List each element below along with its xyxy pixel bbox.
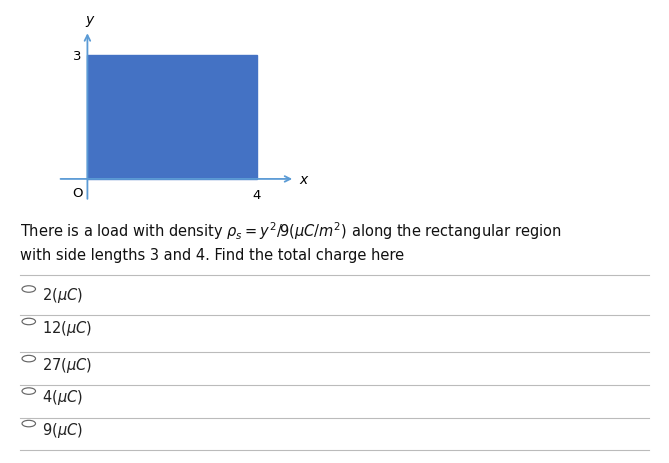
Bar — [88, 56, 257, 180]
Text: 4($\mu C$): 4($\mu C$) — [42, 388, 83, 407]
Text: 12($\mu C$): 12($\mu C$) — [42, 318, 92, 337]
Text: O: O — [72, 187, 82, 200]
Text: There is a load with density $\rho_s = y^2/9(\mu C/m^2)$ along the rectangular r: There is a load with density $\rho_s = y… — [20, 220, 562, 242]
Text: 4: 4 — [253, 188, 261, 201]
Text: y: y — [86, 13, 94, 27]
Text: 27($\mu C$): 27($\mu C$) — [42, 355, 92, 374]
Text: with side lengths 3 and 4. Find the total charge here: with side lengths 3 and 4. Find the tota… — [20, 248, 404, 263]
Text: x: x — [299, 173, 308, 187]
Text: 3: 3 — [72, 50, 81, 63]
Text: 9($\mu C$): 9($\mu C$) — [42, 420, 83, 439]
Text: 2($\mu C$): 2($\mu C$) — [42, 286, 83, 305]
